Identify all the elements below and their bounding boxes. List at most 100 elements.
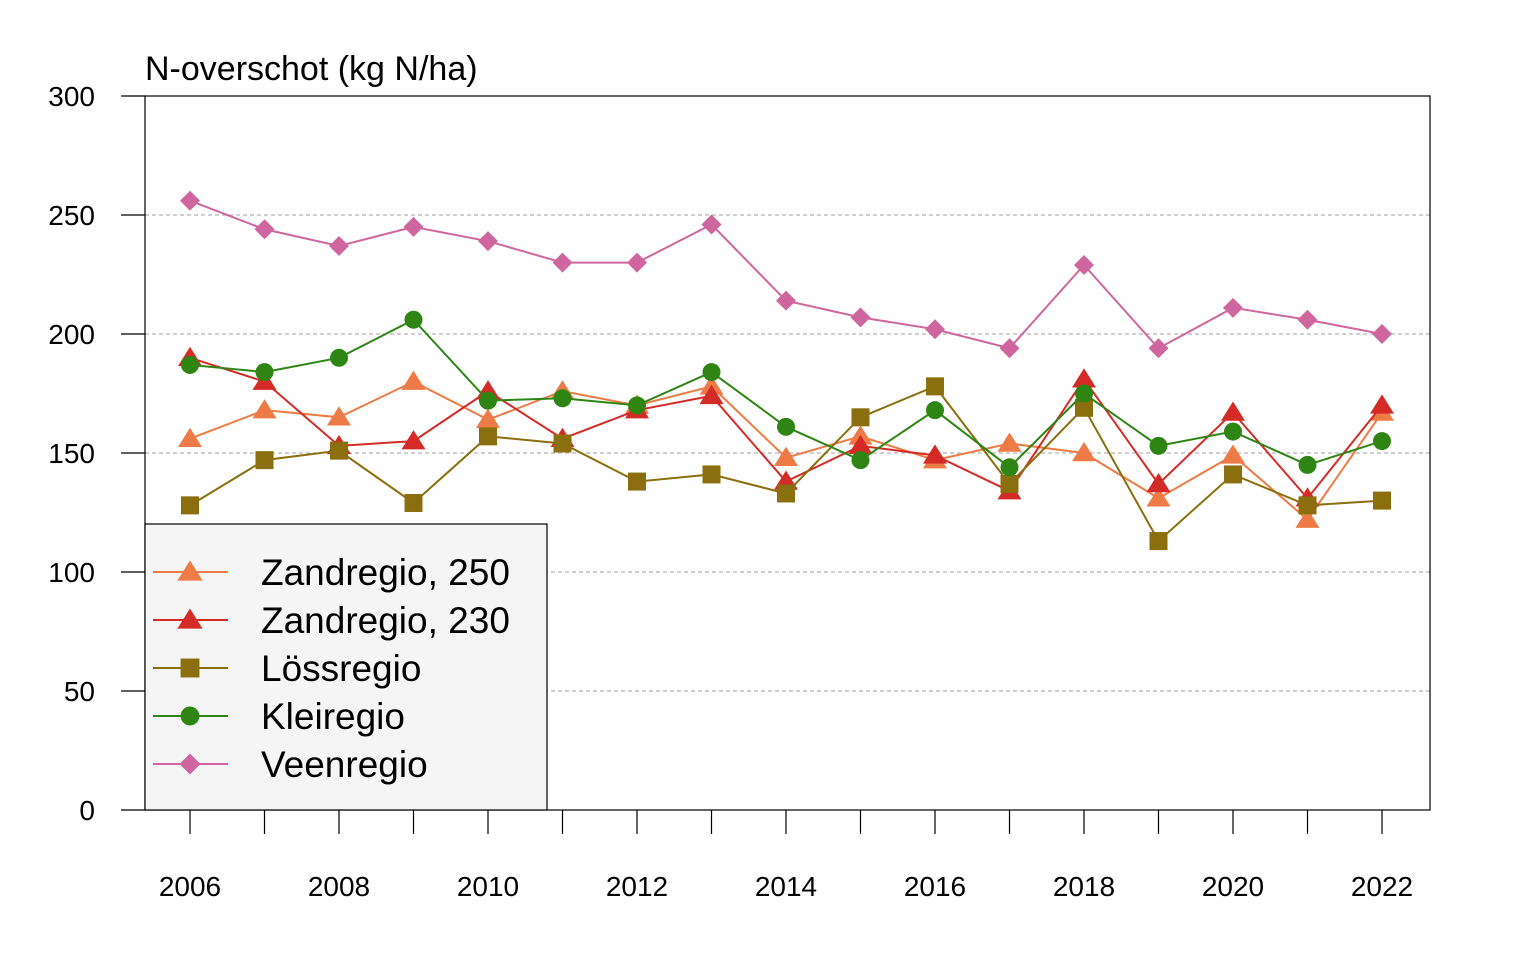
data-point <box>404 493 423 512</box>
data-point <box>926 401 944 420</box>
x-tick-label: 2020 <box>1202 871 1264 902</box>
data-point <box>401 430 426 450</box>
data-point <box>1224 465 1242 484</box>
chart-title: N-overschot (kg N/ha) <box>145 50 478 88</box>
data-point <box>1224 422 1242 441</box>
plot-frame <box>144 95 1431 811</box>
data-point <box>1221 401 1245 421</box>
data-point <box>1373 432 1391 451</box>
data-point <box>1075 398 1093 417</box>
data-point <box>181 496 199 515</box>
x-tick-label: 2012 <box>606 871 668 902</box>
data-point <box>1373 491 1391 510</box>
x-tick-label: 2010 <box>457 871 519 902</box>
data-point <box>1075 384 1093 403</box>
data-point <box>1297 309 1318 330</box>
y-tick-label: 100 <box>48 557 95 588</box>
data-point <box>1372 324 1392 344</box>
data-point <box>255 451 274 470</box>
data-point <box>628 396 646 415</box>
data-point <box>254 219 275 240</box>
y-tick-label: 300 <box>48 81 95 112</box>
data-point <box>848 434 873 455</box>
legend-item: Lössregio <box>153 648 421 689</box>
x-tick-label: 2006 <box>159 871 221 902</box>
data-point <box>553 434 572 453</box>
data-point <box>699 384 724 405</box>
legend-marker <box>179 753 201 775</box>
y-tick-label: 0 <box>79 795 95 826</box>
data-point <box>1221 444 1245 464</box>
legend-item: Zandregio, 250 <box>153 552 510 593</box>
data-point <box>925 319 945 340</box>
legend: Zandregio, 250 Zandregio, 230 Lössregio Kle… <box>144 523 548 811</box>
series-layer <box>178 190 1394 551</box>
legend-marker <box>180 658 200 678</box>
data-point <box>1148 338 1169 359</box>
data-point <box>628 472 646 491</box>
legend-item: Kleiregio <box>153 696 405 737</box>
data-point <box>252 399 277 419</box>
x-tick-label: 2008 <box>308 871 370 902</box>
data-point <box>1072 442 1096 462</box>
legend-marker <box>177 560 203 581</box>
data-point <box>851 451 870 470</box>
data-point <box>180 190 200 211</box>
data-point <box>627 252 647 273</box>
data-point <box>330 441 348 460</box>
legend-marker <box>180 706 200 726</box>
series-2 <box>181 377 1391 551</box>
legend-item: Veenregio <box>153 744 428 785</box>
data-point <box>1146 487 1171 507</box>
y-tick-label: 150 <box>48 438 95 469</box>
x-axis: 2006 2008 2010 2012 2014 2016 2018 2020 2022 <box>159 810 1413 902</box>
legend-label: Kleiregio <box>261 696 405 737</box>
data-point <box>776 290 796 311</box>
y-axis: 0 50 100 150 200 250 300 <box>48 81 145 826</box>
data-point <box>1298 496 1317 515</box>
data-point <box>479 427 497 446</box>
data-point <box>478 231 498 252</box>
data-point <box>926 377 944 396</box>
data-point <box>702 363 721 382</box>
x-tick-label: 2014 <box>755 871 817 902</box>
data-point <box>476 408 500 428</box>
data-point <box>330 348 348 367</box>
data-point <box>1074 254 1094 275</box>
data-point <box>255 363 274 382</box>
data-point <box>923 444 947 464</box>
data-point <box>997 432 1022 452</box>
data-point <box>774 446 798 467</box>
legend-item: Zandregio, 230 <box>153 600 510 641</box>
data-point <box>999 338 1020 359</box>
y-tick-label: 50 <box>64 676 95 707</box>
data-point <box>329 235 349 256</box>
data-point <box>1072 368 1096 388</box>
data-point <box>178 427 202 447</box>
data-point <box>701 214 722 235</box>
data-point <box>404 310 423 329</box>
data-point <box>327 406 351 426</box>
data-point <box>401 370 426 390</box>
data-point <box>1298 455 1317 474</box>
data-point <box>1000 458 1019 477</box>
legend-label: Veenregio <box>261 744 428 785</box>
legend-label: Lössregio <box>261 648 421 689</box>
x-tick-label: 2016 <box>904 871 966 902</box>
data-point <box>777 484 795 503</box>
data-point <box>851 408 870 427</box>
y-tick-label: 250 <box>48 200 95 231</box>
data-point <box>479 391 497 410</box>
y-tick-label: 200 <box>48 319 95 350</box>
data-point <box>1370 394 1394 414</box>
legend-label: Zandregio, 250 <box>261 552 510 593</box>
data-point <box>1000 474 1019 493</box>
legend-label: Zandregio, 230 <box>261 600 510 641</box>
data-point <box>403 216 424 237</box>
series-3 <box>181 310 1391 477</box>
x-tick-label: 2018 <box>1053 871 1115 902</box>
legend-marker <box>177 608 203 629</box>
data-point <box>553 389 572 408</box>
